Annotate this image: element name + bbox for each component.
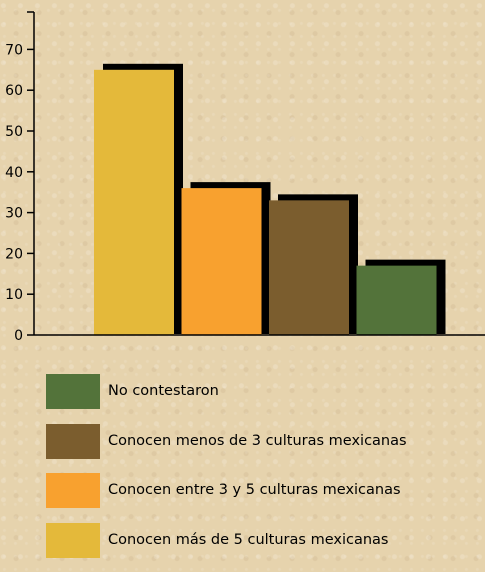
y-tick-label: 0 bbox=[14, 328, 23, 344]
bar bbox=[181, 188, 262, 335]
y-tick-label: 70 bbox=[5, 42, 23, 58]
bar bbox=[94, 69, 174, 336]
y-tick-label: 50 bbox=[5, 124, 23, 140]
legend-swatch bbox=[46, 522, 100, 558]
legend-swatch bbox=[46, 473, 100, 508]
legend-swatch bbox=[46, 374, 100, 409]
legend-label: Conocen más de 5 culturas mexicanas bbox=[108, 531, 389, 548]
y-tick-label: 40 bbox=[5, 165, 23, 181]
bar bbox=[356, 265, 437, 335]
bar-chart: 0 10 20 30 40 50 60 70 bbox=[5, 11, 485, 344]
y-tick-label: 10 bbox=[5, 287, 23, 303]
y-tick-label: 20 bbox=[5, 246, 23, 262]
legend-label: Conocen menos de 3 culturas mexicanas bbox=[108, 432, 407, 449]
legend-label: No contestaron bbox=[108, 383, 219, 399]
legend-label: Conocen entre 3 y 5 culturas mexicanas bbox=[108, 482, 401, 498]
bar bbox=[269, 200, 349, 335]
legend-swatch bbox=[46, 423, 100, 459]
y-tick-label: 30 bbox=[5, 206, 23, 222]
y-tick-label: 60 bbox=[5, 83, 23, 99]
